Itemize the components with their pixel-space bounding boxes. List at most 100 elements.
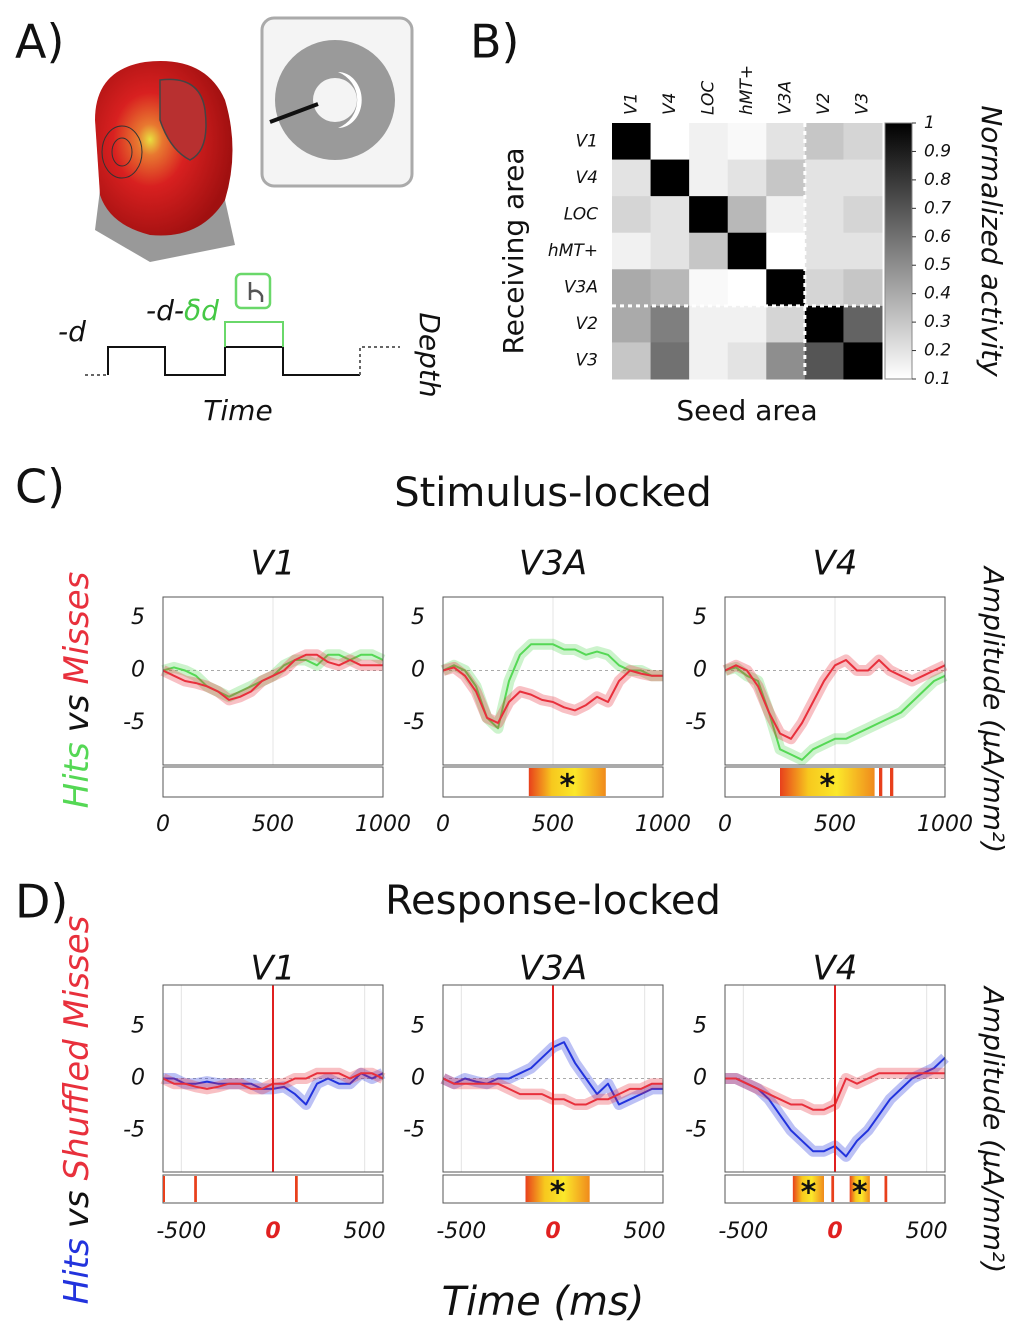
heatmap-cell	[689, 123, 729, 161]
y-tick-label: 0	[693, 658, 707, 683]
heatmap-cell	[689, 342, 729, 380]
contour	[111, 137, 133, 167]
x-tick-label: 500	[252, 812, 294, 837]
x-axis-label: Seed area	[676, 394, 817, 427]
panel-label: A)	[15, 15, 64, 69]
heatmap-cell	[843, 305, 883, 343]
subplot-title: V3A	[519, 949, 587, 989]
subplot-title: V4	[813, 544, 858, 584]
heatmap-cell	[650, 159, 690, 197]
heatmap-cell	[650, 196, 690, 234]
y-axis-label: Receiving area	[497, 147, 530, 354]
panel-label: C)	[15, 460, 65, 514]
x-tick-label: 0	[156, 812, 170, 837]
heatmap-cell	[766, 123, 806, 161]
heatmap-cell	[766, 196, 806, 234]
heatmap-cell	[612, 232, 652, 270]
heatmap-cell	[804, 232, 844, 270]
x-tick-label: 0	[436, 812, 450, 837]
heatmap-cell	[843, 342, 883, 380]
y-tick-label: 5	[411, 1014, 425, 1039]
y-tick-label: 5	[411, 605, 425, 630]
subplot-title: V1	[251, 949, 296, 989]
legend-entry: Hits	[57, 1238, 97, 1304]
x-tick-label: 500	[906, 1219, 948, 1244]
colorbar-label: Normalized activity	[975, 105, 1008, 377]
y-tick-label: 5	[693, 605, 707, 630]
colorbar-tick-label: 0.2	[924, 341, 951, 361]
heatmap-cell	[612, 196, 652, 234]
x-tick-label: 1000	[355, 812, 411, 837]
step-label-delta: δd	[184, 294, 219, 327]
heatmap-cell	[804, 123, 844, 161]
x-tick-label: 0	[265, 1219, 280, 1244]
y-tick-label: hMT+	[548, 241, 598, 261]
step-label-part: -d-	[146, 294, 184, 327]
heatmap-cell	[727, 342, 767, 380]
heatmap-cell	[843, 123, 883, 161]
heatmap-cell	[689, 159, 729, 197]
colorbar-tick-label: 0.6	[924, 227, 951, 247]
heatmap-cell	[727, 305, 767, 343]
x-tick-label: 500	[344, 1219, 386, 1244]
line	[442, 643, 663, 730]
subplot-title: V1	[251, 544, 296, 584]
colorbar-tick-label: 0.4	[924, 284, 951, 304]
colorbar-tick-label: 0.3	[924, 312, 951, 332]
significance-interval	[792, 1176, 824, 1202]
significance-interval	[831, 1176, 835, 1202]
significance-interval	[884, 1176, 888, 1202]
heatmap-cell	[650, 342, 690, 380]
y-tick-label: V1	[576, 131, 598, 151]
annulus-hole	[313, 78, 357, 122]
significance-interval	[163, 1176, 165, 1202]
colorbar-tick-label: 0.9	[924, 141, 951, 161]
y-axis-label: Depth	[413, 312, 446, 397]
heatmap-cell	[804, 342, 844, 380]
heatmap-cell	[727, 159, 767, 197]
legend: Hits vs Shuffled Misses	[57, 916, 97, 1305]
legend-joiner: vs	[57, 1190, 97, 1228]
legend-entry: Shuffled Misses	[57, 916, 97, 1181]
plot-frame	[724, 596, 946, 766]
y-tick-label: 5	[131, 1014, 145, 1039]
significance-marker: *	[801, 1176, 817, 1211]
x-tick-label: 500	[624, 1219, 666, 1244]
heatmap-cell	[612, 123, 652, 161]
panel-label: B)	[470, 15, 520, 69]
heatmap-cell	[843, 159, 883, 197]
heatmap-cell	[612, 305, 652, 343]
heatmap-cell	[650, 269, 690, 307]
x-tick-label: 0	[718, 812, 732, 837]
significance-marker: *	[819, 769, 835, 804]
significance-interval	[890, 768, 894, 796]
heatmap-cell	[689, 269, 729, 307]
heatmap-cell	[804, 159, 844, 197]
y-tick-label: LOC	[564, 204, 598, 224]
y-axis-label: Amplitude (μA/mm²)	[977, 565, 1010, 853]
significance-interval	[295, 1176, 298, 1202]
x-tick-label: LOC	[698, 81, 718, 115]
y-tick-label: 0	[131, 658, 145, 683]
significance-marker: *	[852, 1176, 868, 1211]
line	[442, 666, 663, 724]
heatmap-cell	[727, 196, 767, 234]
colorbar-tick-label: 1	[924, 113, 935, 133]
panel-a-illustration	[85, 16, 414, 376]
significance-strip	[724, 1174, 946, 1204]
y-tick-label: 0	[131, 1066, 145, 1091]
x-axis-label: Time (ms)	[442, 1279, 645, 1325]
significance-interval	[849, 1176, 870, 1202]
colorbar-tick-label: 0.8	[924, 170, 951, 190]
heatmap-cell	[766, 342, 806, 380]
panel-label: D)	[15, 875, 68, 929]
plot-frame	[162, 984, 384, 1173]
y-tick-label: 0	[411, 1066, 425, 1091]
heatmap-cell	[766, 305, 806, 343]
pointer	[269, 102, 319, 124]
contour	[101, 125, 143, 179]
plot-frame	[442, 984, 664, 1173]
y-tick-label: -5	[123, 1117, 145, 1142]
step-label: -d-δd	[146, 294, 219, 327]
